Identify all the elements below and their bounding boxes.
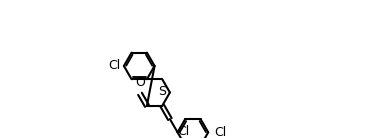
Text: Cl: Cl — [177, 125, 190, 138]
Text: S: S — [158, 85, 166, 98]
Text: O: O — [135, 76, 145, 89]
Text: Cl: Cl — [214, 126, 227, 138]
Text: Cl: Cl — [108, 59, 120, 72]
